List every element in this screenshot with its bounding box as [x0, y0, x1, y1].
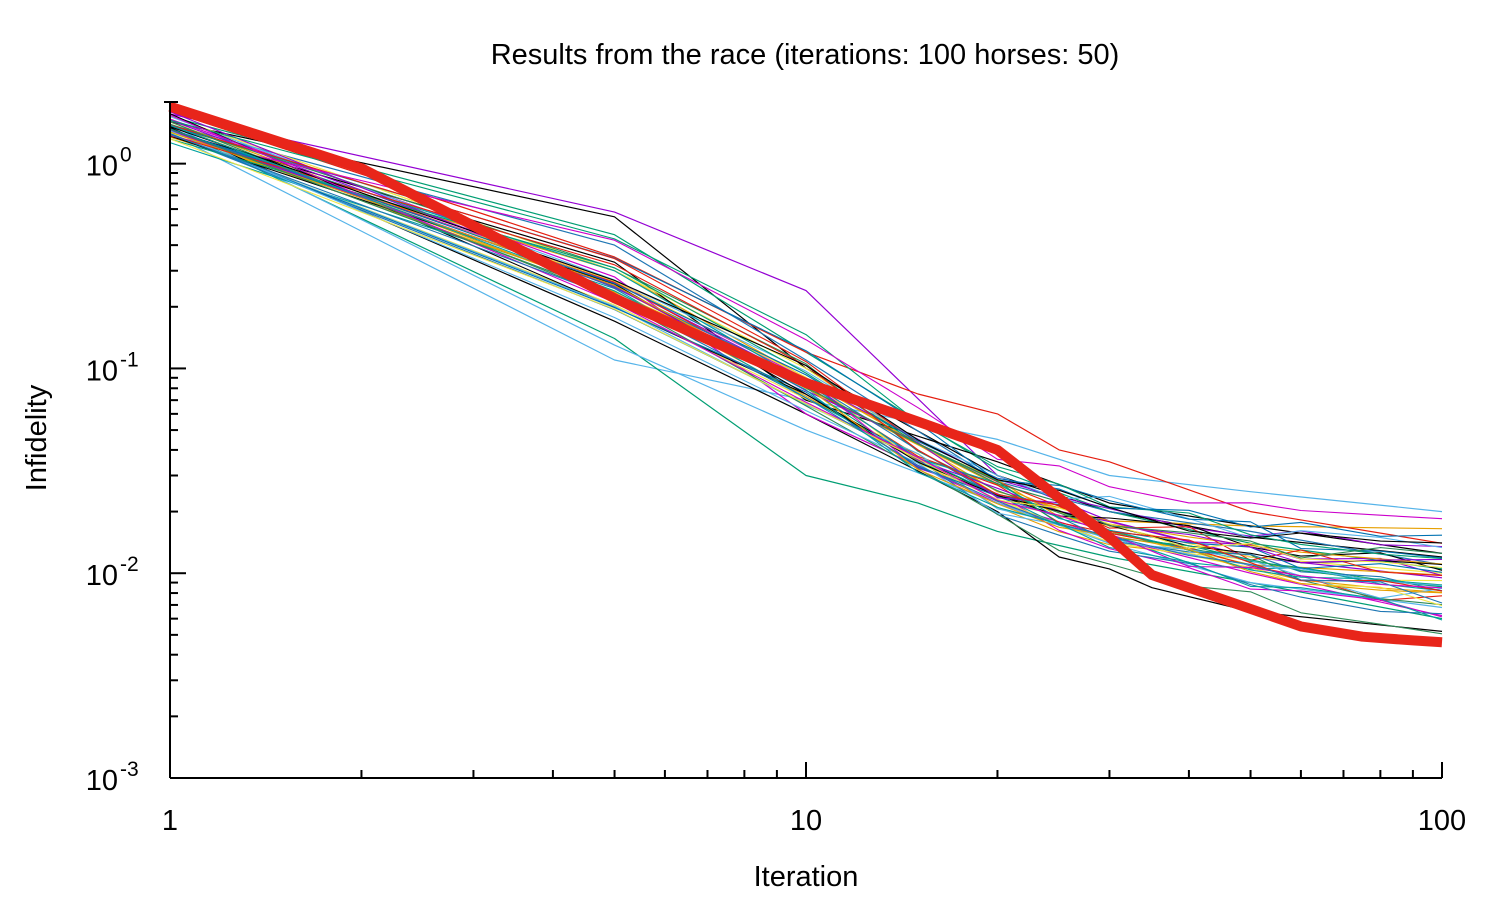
series-line	[169, 125, 1443, 559]
chart-title: Results from the race (iterations: 100 h…	[491, 39, 1120, 71]
y-tick-exponent: -3	[120, 758, 139, 781]
series-line	[169, 111, 1443, 577]
series-line	[169, 128, 1443, 559]
x-tick-label: 1	[162, 805, 178, 837]
series-line	[169, 113, 1443, 579]
series-line	[169, 119, 1443, 548]
series-line	[169, 133, 1443, 604]
series-line	[169, 138, 1443, 588]
series-line	[169, 114, 1443, 589]
highlight-series-line	[168, 101, 1443, 648]
y-tick-label: 10	[86, 560, 118, 592]
series-line	[169, 135, 1443, 520]
series-line	[169, 115, 1443, 570]
series-line	[169, 124, 1443, 609]
x-tick-label: 10	[790, 805, 822, 837]
series-line	[169, 124, 1443, 593]
series-line	[169, 126, 1443, 544]
y-tick-label: 10	[86, 355, 118, 387]
series-line	[169, 130, 1443, 618]
series-line	[169, 130, 1443, 554]
series-line	[169, 127, 1443, 620]
series-line	[169, 119, 1443, 560]
x-tick-label: 100	[1418, 805, 1466, 837]
series-line	[169, 133, 1443, 513]
series-line	[169, 129, 1443, 587]
series-line	[169, 115, 1443, 574]
x-axis-label: Iteration	[754, 861, 859, 893]
y-tick-label: 10	[86, 765, 118, 797]
series-line	[169, 115, 1443, 549]
y-tick-exponent: 0	[120, 144, 132, 167]
y-tick-label: 10	[86, 151, 118, 183]
series-line	[169, 131, 1443, 594]
y-axis-label: Infidelity	[21, 384, 53, 491]
y-tick-exponent: -1	[120, 348, 139, 371]
y-tick-exponent: -2	[120, 553, 139, 576]
series-line	[169, 127, 1443, 632]
series-layer	[168, 101, 1443, 648]
